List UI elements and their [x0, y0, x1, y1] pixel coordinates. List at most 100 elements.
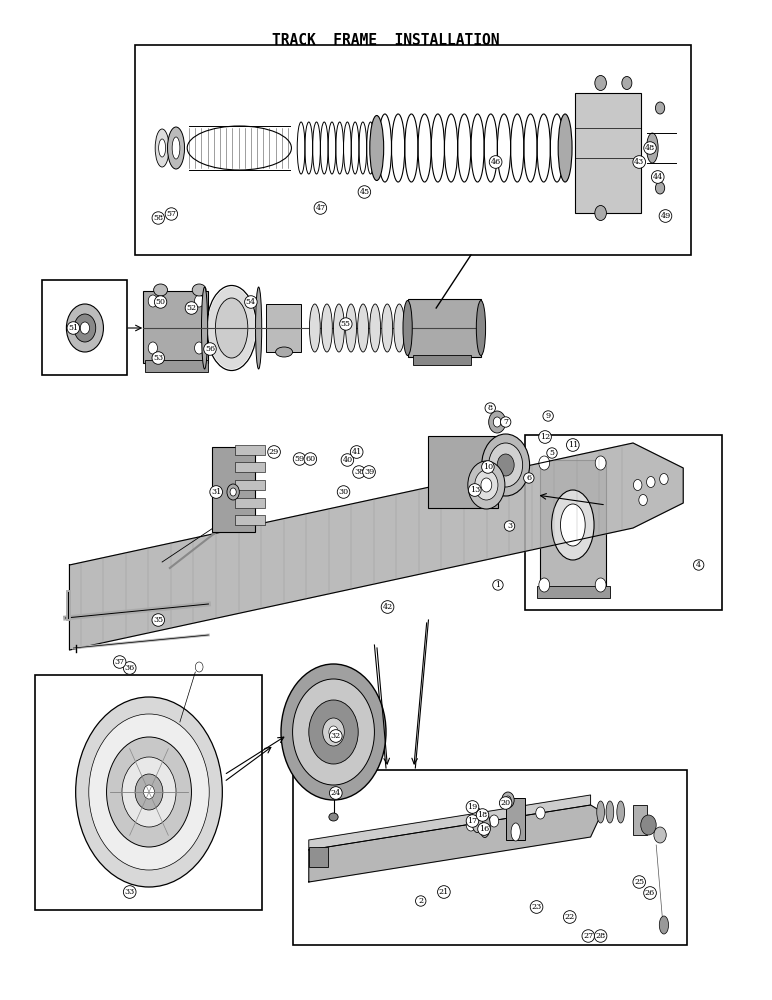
- Ellipse shape: [476, 300, 486, 356]
- Ellipse shape: [154, 284, 168, 296]
- Text: 12: 12: [540, 433, 550, 441]
- Polygon shape: [69, 443, 683, 650]
- Text: 18: 18: [477, 811, 488, 819]
- Ellipse shape: [560, 504, 585, 546]
- Ellipse shape: [215, 298, 248, 358]
- Circle shape: [647, 477, 655, 488]
- Ellipse shape: [472, 808, 482, 832]
- Text: 22: 22: [564, 913, 575, 921]
- Ellipse shape: [551, 490, 594, 560]
- Text: 36: 36: [124, 664, 135, 672]
- Polygon shape: [309, 805, 602, 882]
- Circle shape: [148, 342, 157, 354]
- Ellipse shape: [617, 801, 625, 823]
- Text: 39: 39: [364, 468, 374, 476]
- Text: 11: 11: [567, 441, 578, 449]
- Circle shape: [293, 679, 374, 785]
- Text: 20: 20: [500, 799, 511, 807]
- Text: 49: 49: [660, 212, 671, 220]
- Text: 42: 42: [382, 603, 393, 611]
- Text: 35: 35: [153, 616, 164, 624]
- Circle shape: [195, 662, 203, 672]
- FancyBboxPatch shape: [235, 498, 265, 508]
- Ellipse shape: [208, 287, 256, 369]
- Ellipse shape: [468, 461, 505, 509]
- Text: 54: 54: [245, 298, 256, 306]
- Polygon shape: [309, 795, 591, 850]
- FancyBboxPatch shape: [235, 445, 265, 455]
- Ellipse shape: [310, 304, 320, 352]
- Text: 59: 59: [294, 455, 305, 463]
- Text: 6: 6: [527, 474, 531, 482]
- Text: 41: 41: [351, 448, 362, 456]
- Text: 9: 9: [546, 412, 550, 420]
- Text: 53: 53: [153, 354, 164, 362]
- Ellipse shape: [489, 411, 506, 433]
- Circle shape: [281, 664, 386, 800]
- Ellipse shape: [346, 304, 357, 352]
- Circle shape: [135, 774, 163, 810]
- Circle shape: [144, 785, 154, 799]
- Text: 51: 51: [68, 324, 79, 332]
- Text: 43: 43: [634, 158, 645, 166]
- FancyBboxPatch shape: [633, 805, 647, 835]
- Circle shape: [195, 295, 204, 307]
- FancyBboxPatch shape: [428, 436, 498, 508]
- FancyBboxPatch shape: [266, 304, 301, 352]
- Ellipse shape: [370, 304, 381, 352]
- FancyBboxPatch shape: [413, 355, 471, 365]
- Ellipse shape: [482, 434, 530, 496]
- Ellipse shape: [370, 115, 384, 180]
- Ellipse shape: [493, 417, 501, 427]
- Text: 50: 50: [156, 298, 165, 306]
- Text: TRACK  FRAME  INSTALLATION: TRACK FRAME INSTALLATION: [273, 33, 499, 48]
- Text: 2: 2: [418, 897, 423, 905]
- Text: 31: 31: [211, 488, 222, 496]
- Ellipse shape: [334, 304, 344, 352]
- Ellipse shape: [479, 812, 490, 838]
- Ellipse shape: [511, 823, 520, 841]
- Text: 29: 29: [269, 448, 279, 456]
- Text: 56: 56: [205, 345, 215, 353]
- FancyBboxPatch shape: [212, 447, 255, 532]
- Ellipse shape: [172, 137, 180, 159]
- Ellipse shape: [475, 470, 498, 500]
- Ellipse shape: [382, 304, 393, 352]
- Circle shape: [89, 714, 209, 870]
- FancyBboxPatch shape: [235, 462, 265, 472]
- Circle shape: [536, 807, 545, 819]
- Ellipse shape: [481, 478, 492, 492]
- Text: 17: 17: [467, 817, 478, 825]
- Text: 4: 4: [696, 561, 701, 569]
- Circle shape: [659, 474, 668, 485]
- Ellipse shape: [606, 801, 614, 823]
- Circle shape: [633, 480, 642, 490]
- Circle shape: [329, 726, 338, 738]
- Circle shape: [539, 578, 550, 592]
- Circle shape: [148, 295, 157, 307]
- Text: 24: 24: [330, 789, 341, 797]
- Text: 3: 3: [507, 522, 512, 530]
- Ellipse shape: [276, 347, 293, 357]
- Text: 10: 10: [482, 463, 493, 471]
- Text: 28: 28: [595, 932, 606, 940]
- Text: 38: 38: [354, 468, 364, 476]
- Ellipse shape: [655, 102, 665, 114]
- Text: 25: 25: [634, 878, 645, 886]
- FancyBboxPatch shape: [143, 291, 208, 363]
- Ellipse shape: [321, 304, 332, 352]
- FancyBboxPatch shape: [537, 586, 610, 598]
- Text: 47: 47: [315, 204, 326, 212]
- FancyBboxPatch shape: [506, 798, 525, 840]
- Ellipse shape: [168, 127, 185, 169]
- Text: 8: 8: [488, 404, 493, 412]
- Ellipse shape: [502, 792, 514, 808]
- Circle shape: [539, 456, 550, 470]
- FancyBboxPatch shape: [235, 480, 265, 490]
- Text: 32: 32: [330, 732, 341, 740]
- Ellipse shape: [66, 304, 103, 352]
- Ellipse shape: [597, 801, 604, 823]
- Ellipse shape: [595, 206, 607, 221]
- Circle shape: [654, 827, 666, 843]
- Ellipse shape: [357, 304, 368, 352]
